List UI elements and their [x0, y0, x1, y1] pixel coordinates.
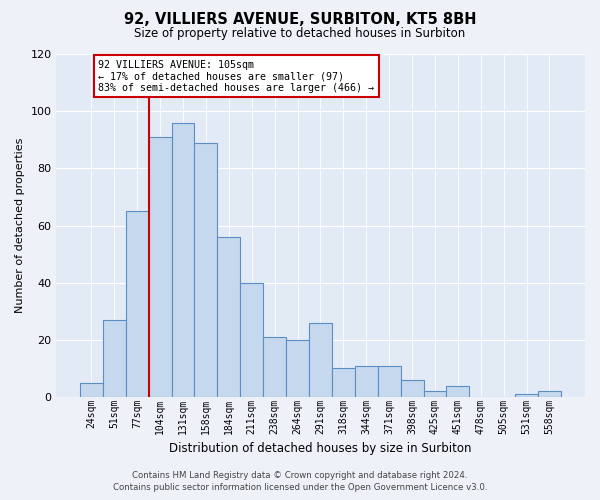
- Bar: [217, 237, 240, 397]
- Y-axis label: Number of detached properties: Number of detached properties: [15, 138, 25, 313]
- Bar: [309, 322, 332, 397]
- Text: 92, VILLIERS AVENUE, SURBITON, KT5 8BH: 92, VILLIERS AVENUE, SURBITON, KT5 8BH: [124, 12, 476, 28]
- Bar: [377, 366, 401, 397]
- X-axis label: Distribution of detached houses by size in Surbiton: Distribution of detached houses by size …: [169, 442, 472, 455]
- Text: 92 VILLIERS AVENUE: 105sqm
← 17% of detached houses are smaller (97)
83% of semi: 92 VILLIERS AVENUE: 105sqm ← 17% of deta…: [98, 60, 374, 93]
- Bar: [515, 394, 538, 397]
- Bar: [126, 211, 149, 397]
- Bar: [538, 392, 561, 397]
- Text: Contains HM Land Registry data © Crown copyright and database right 2024.
Contai: Contains HM Land Registry data © Crown c…: [113, 471, 487, 492]
- Bar: [401, 380, 424, 397]
- Bar: [194, 142, 217, 397]
- Text: Size of property relative to detached houses in Surbiton: Size of property relative to detached ho…: [134, 28, 466, 40]
- Bar: [103, 320, 126, 397]
- Bar: [424, 392, 446, 397]
- Bar: [286, 340, 309, 397]
- Bar: [80, 382, 103, 397]
- Bar: [446, 386, 469, 397]
- Bar: [149, 137, 172, 397]
- Bar: [263, 337, 286, 397]
- Bar: [332, 368, 355, 397]
- Bar: [240, 282, 263, 397]
- Bar: [355, 366, 377, 397]
- Bar: [172, 122, 194, 397]
